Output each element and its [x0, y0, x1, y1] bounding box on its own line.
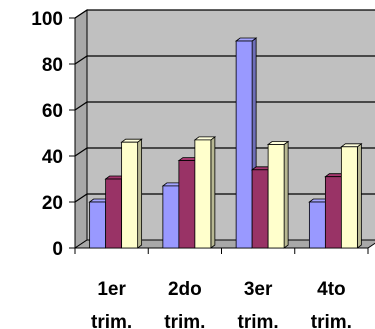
gridline — [74, 55, 375, 65]
gridline — [74, 9, 375, 19]
x-category-label: trim. — [311, 312, 352, 329]
bar-side — [210, 136, 216, 249]
x-category-label: 4to — [317, 279, 346, 300]
x-category-label: 3er — [244, 279, 273, 300]
x-category-label: trim. — [91, 312, 132, 329]
bar — [267, 144, 285, 249]
bar — [194, 139, 212, 249]
bar — [178, 160, 196, 249]
bar — [89, 201, 107, 249]
bar-side — [137, 138, 143, 249]
bar-top — [234, 37, 258, 42]
y-tick-label: 60 — [42, 101, 63, 122]
bar — [251, 169, 269, 249]
bar — [324, 176, 342, 249]
bar-top — [193, 136, 217, 141]
bar-top — [266, 141, 290, 145]
bars — [88, 37, 363, 249]
y-tick-label: 20 — [42, 193, 63, 214]
tick-labels: 0 20 40 60 80 100 1er trim. 2do trim. 3er trim. 4to t… — [31, 9, 352, 329]
bar — [235, 40, 253, 249]
y-tick-label: 0 — [52, 239, 63, 260]
x-category-label: trim. — [238, 312, 279, 329]
y-tick-label: 80 — [42, 55, 63, 76]
bar-side — [283, 140, 289, 249]
x-category-label: trim. — [164, 312, 205, 329]
y-tick-label: 40 — [42, 147, 63, 168]
bar — [308, 201, 326, 249]
x-category-label: 2do — [168, 279, 202, 300]
bar — [340, 146, 358, 249]
x-category-label: 1er — [97, 279, 126, 300]
y-tick-label: 100 — [31, 9, 63, 30]
gridline — [74, 101, 375, 111]
bar — [121, 141, 139, 249]
bar — [105, 178, 123, 249]
plot-back-walls — [73, 9, 375, 249]
bar-side — [356, 143, 362, 249]
bar-top — [340, 143, 363, 148]
side-wall — [74, 9, 88, 249]
bar — [162, 185, 180, 249]
bar-top — [120, 138, 143, 143]
